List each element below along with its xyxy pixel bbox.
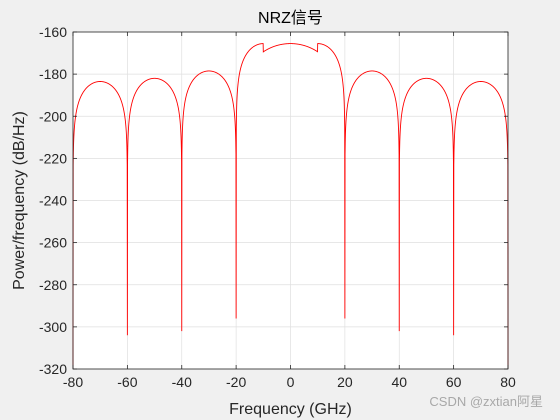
x-tick-label: -40 [172,374,192,390]
y-tick-label: -240 [39,193,67,209]
x-tick-label: 60 [446,374,462,390]
y-tick-label: -260 [39,235,67,251]
series-layer [72,43,509,370]
y-tick-label: -160 [39,24,67,40]
y-tick-label: -200 [39,108,67,124]
x-tick-label: 20 [337,374,353,390]
chart-title: NRZ信号 [258,9,323,27]
watermark: CSDN @zxtian阿星 [429,394,543,409]
x-tick-label: 0 [287,374,295,390]
x-tick-label: -80 [63,374,83,390]
x-tick-label: 40 [391,374,407,390]
y-tick-label: -220 [39,150,67,166]
x-axis-label: Frequency (GHz) [229,401,352,418]
y-tick-label: -300 [39,319,67,335]
y-tick-label: -320 [39,361,67,377]
y-tick-label: -180 [39,66,67,82]
y-tick-labels: -160 -180 -200 -220 -240 -260 -280 -300 -320 [39,24,67,377]
x-tick-label: 80 [500,374,516,390]
x-tick-label: -60 [117,374,137,390]
tick-marks [72,31,509,370]
psd-series-line [72,43,509,370]
y-axis-label: Power/frequency (dB/Hz) [11,111,28,290]
x-tick-labels: -80 -60 -40 -20 0 20 40 60 80 [63,374,516,390]
x-tick-label: -20 [226,374,246,390]
y-tick-label: -280 [39,277,67,293]
